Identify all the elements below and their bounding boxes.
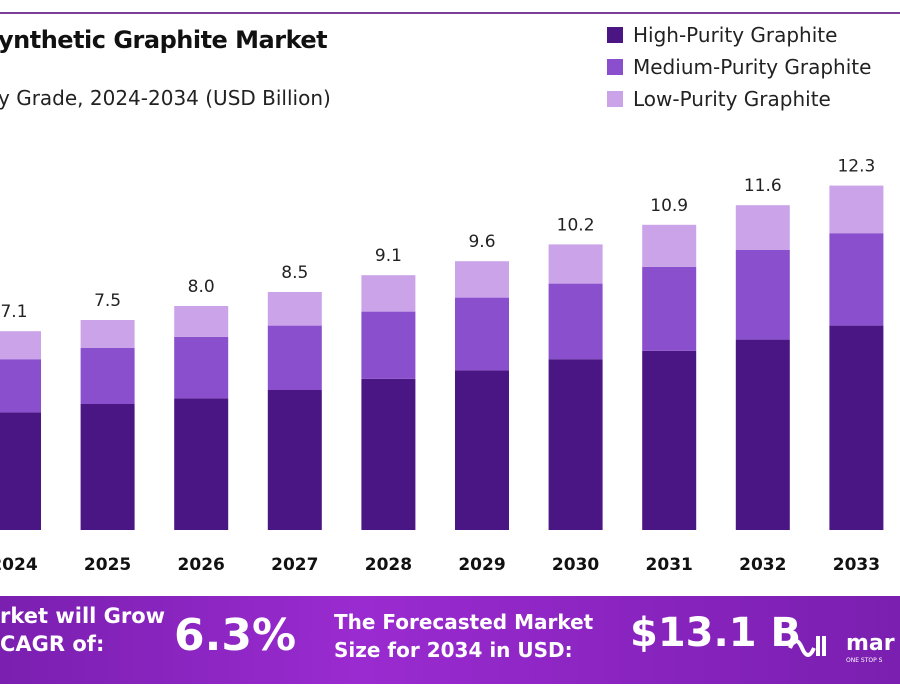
legend-label: Low-Purity Graphite (633, 87, 831, 111)
total-label-2030: 10.2 (557, 215, 595, 235)
total-label-2025: 7.5 (94, 291, 121, 311)
total-label-2029: 9.6 (468, 232, 495, 252)
x-tick-label-2027: 2027 (271, 555, 318, 575)
total-label-2033: 12.3 (837, 157, 875, 177)
summary-banner: rket will Grow CAGR of: 6.3% The Forecas… (0, 596, 900, 684)
chart-title: ynthetic Graphite Market (0, 26, 328, 54)
bar-segment-high-purity-graphite-2032 (735, 339, 790, 530)
total-label-2031: 10.9 (650, 196, 688, 216)
x-tick-label-2030: 2030 (552, 555, 599, 575)
x-tick-label-2025: 2025 (84, 555, 131, 575)
bar-segment-medium-purity-graphite-2030 (548, 283, 603, 360)
cagr-text-line1: rket will Grow (0, 604, 166, 628)
x-tick-label-2026: 2026 (178, 555, 225, 575)
cagr-value: 6.3% (174, 610, 297, 661)
legend-label: High-Purity Graphite (633, 23, 838, 47)
company-logo: mar ONE STOP S (786, 618, 900, 672)
forecast-text-line1: The Forecasted Market (334, 610, 594, 634)
chart-subtitle: y Grade, 2024-2034 (USD Billion) (0, 86, 331, 110)
bar-segment-high-purity-graphite-2029 (455, 370, 509, 530)
legend-item-medium-purity: Medium-Purity Graphite (607, 55, 871, 79)
x-tick-label-2024: 2024 (0, 555, 38, 575)
x-tick-label-2029: 2029 (458, 555, 505, 575)
x-tick-label-2028: 2028 (365, 555, 412, 575)
bar-segment-low-purity-graphite-2025 (80, 320, 135, 348)
bar-segment-medium-purity-graphite-2025 (80, 348, 135, 404)
svg-text:mar: mar (846, 631, 895, 656)
legend-swatch (607, 59, 623, 75)
bar-segment-medium-purity-graphite-2032 (735, 250, 790, 340)
bar-segment-high-purity-graphite-2024 (0, 412, 41, 530)
bar-segment-high-purity-graphite-2026 (174, 398, 229, 530)
bar-segment-low-purity-graphite-2033 (829, 185, 884, 234)
bar-segment-low-purity-graphite-2029 (455, 261, 509, 298)
bar-segment-high-purity-graphite-2025 (80, 404, 135, 530)
legend-label: Medium-Purity Graphite (633, 55, 872, 79)
bar-segment-medium-purity-graphite-2029 (455, 297, 509, 371)
bar-segment-high-purity-graphite-2033 (829, 325, 884, 530)
total-label-2024: 7.1 (0, 302, 27, 322)
bar-segment-high-purity-graphite-2031 (642, 350, 697, 530)
bar-segment-low-purity-graphite-2030 (548, 244, 603, 284)
bar-segment-medium-purity-graphite-2027 (267, 325, 322, 390)
forecast-text-line2: Size for 2034 in USD: (334, 638, 573, 662)
total-label-2028: 9.1 (375, 246, 402, 266)
bar-segment-low-purity-graphite-2027 (267, 292, 322, 326)
bar-segment-high-purity-graphite-2028 (361, 378, 416, 530)
bar-segment-high-purity-graphite-2030 (548, 359, 603, 530)
bar-segment-low-purity-graphite-2026 (174, 306, 229, 337)
bar-segment-low-purity-graphite-2028 (361, 275, 416, 312)
svg-text:ONE STOP S: ONE STOP S (846, 657, 883, 664)
x-tick-label-2031: 2031 (646, 555, 693, 575)
bar-segment-low-purity-graphite-2032 (735, 205, 790, 250)
bar-segment-medium-purity-graphite-2028 (361, 311, 416, 379)
total-label-2032: 11.6 (744, 176, 782, 196)
legend-item-low-purity: Low-Purity Graphite (607, 87, 831, 111)
total-label-2026: 8.0 (188, 277, 215, 297)
legend-item-high-purity: High-Purity Graphite (607, 23, 837, 47)
bar-segment-low-purity-graphite-2031 (642, 224, 697, 267)
total-label-2027: 8.5 (281, 263, 308, 283)
x-tick-label-2032: 2032 (739, 555, 786, 575)
forecast-value: $13.1 B (630, 610, 801, 656)
x-tick-label-2033: 2033 (833, 555, 880, 575)
legend-swatch (607, 91, 623, 107)
bar-segment-medium-purity-graphite-2024 (0, 359, 41, 413)
cagr-text-line2: CAGR of: (0, 632, 105, 656)
bar-segment-high-purity-graphite-2027 (267, 390, 322, 530)
bar-segment-medium-purity-graphite-2026 (174, 336, 229, 399)
legend-swatch (607, 27, 623, 43)
bar-segment-low-purity-graphite-2024 (0, 331, 41, 360)
top-divider (0, 12, 900, 14)
bar-chart: 7.1 2024 7.5 2025 8.0 2026 8.5 2027 9.1 2028 9.6 20… (0, 157, 884, 575)
bar-segment-medium-purity-graphite-2031 (642, 266, 697, 351)
bar-segment-medium-purity-graphite-2033 (829, 233, 884, 326)
